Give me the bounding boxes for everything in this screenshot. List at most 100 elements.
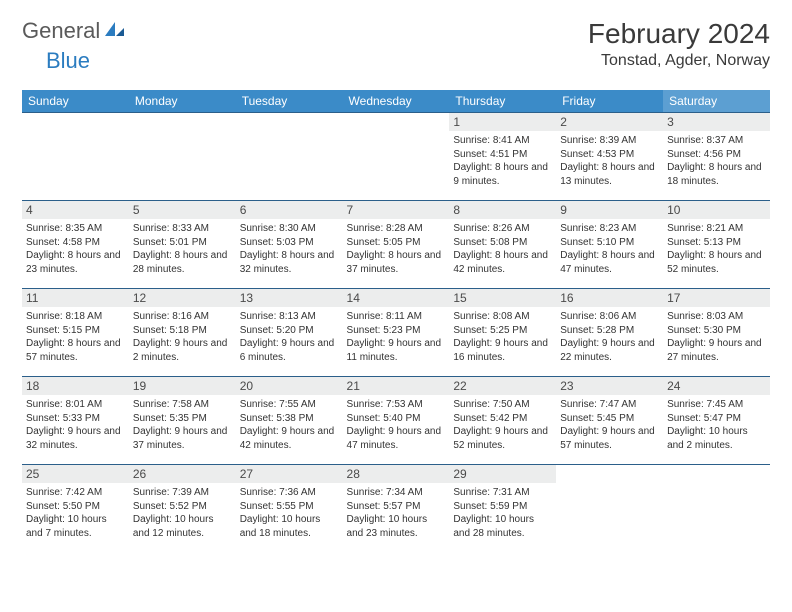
empty-cell [236,113,343,201]
day-cell: 2 Sunrise: 8:39 AMSunset: 4:53 PMDaylight… [556,113,663,201]
day-number: 10 [663,201,770,219]
day-info: Sunrise: 7:50 AMSunset: 5:42 PMDaylight:… [453,398,552,452]
day-header-saturday: Saturday [663,90,770,113]
day-number: 9 [556,201,663,219]
day-cell: 26 Sunrise: 7:39 AMSunset: 5:52 PMDayligh… [129,465,236,553]
day-number: 26 [129,465,236,483]
day-info: Sunrise: 7:58 AMSunset: 5:35 PMDaylight:… [133,398,232,452]
calendar-body: 1Sunrise: 8:41 AMSunset: 4:51 PMDaylight… [22,113,770,553]
title-block: February 2024 Tonstad, Agder, Norway [588,18,770,70]
day-header-tuesday: Tuesday [236,90,343,113]
day-cell: 14 Sunrise: 8:11 AMSunset: 5:23 PMDayligh… [343,289,450,377]
day-number: 16 [556,289,663,307]
day-number: 2 [556,113,663,131]
day-number: 18 [22,377,129,395]
day-cell: 19 Sunrise: 7:58 AMSunset: 5:35 PMDayligh… [129,377,236,465]
day-number: 7 [343,201,450,219]
day-cell: 27 Sunrise: 7:36 AMSunset: 5:55 PMDayligh… [236,465,343,553]
day-info: Sunrise: 8:01 AMSunset: 5:33 PMDaylight:… [26,398,125,452]
day-cell: 4 Sunrise: 8:35 AMSunset: 4:58 PMDaylight… [22,201,129,289]
day-info: Sunrise: 7:31 AMSunset: 5:59 PMDaylight:… [453,486,552,540]
day-number: 15 [449,289,556,307]
day-cell: 7 Sunrise: 8:28 AMSunset: 5:05 PMDaylight… [343,201,450,289]
day-info: Sunrise: 8:11 AMSunset: 5:23 PMDaylight:… [347,310,446,364]
logo-sail-icon [103,20,125,43]
day-info: Sunrise: 8:39 AMSunset: 4:53 PMDaylight:… [560,134,659,188]
day-info: Sunrise: 8:35 AMSunset: 4:58 PMDaylight:… [26,222,125,276]
day-header-row: SundayMondayTuesdayWednesdayThursdayFrid… [22,90,770,113]
day-number: 19 [129,377,236,395]
day-info: Sunrise: 8:37 AMSunset: 4:56 PMDaylight:… [667,134,766,188]
day-cell: 18 Sunrise: 8:01 AMSunset: 5:33 PMDayligh… [22,377,129,465]
day-cell: 24 Sunrise: 7:45 AMSunset: 5:47 PMDayligh… [663,377,770,465]
day-header-thursday: Thursday [449,90,556,113]
location-text: Tonstad, Agder, Norway [588,52,770,70]
day-header-friday: Friday [556,90,663,113]
day-cell: 9 Sunrise: 8:23 AMSunset: 5:10 PMDaylight… [556,201,663,289]
day-info: Sunrise: 8:06 AMSunset: 5:28 PMDaylight:… [560,310,659,364]
day-number: 11 [22,289,129,307]
day-number: 1 [449,113,556,131]
day-info: Sunrise: 8:26 AMSunset: 5:08 PMDaylight:… [453,222,552,276]
day-cell: 28 Sunrise: 7:34 AMSunset: 5:57 PMDayligh… [343,465,450,553]
day-info: Sunrise: 7:36 AMSunset: 5:55 PMDaylight:… [240,486,339,540]
day-info: Sunrise: 7:45 AMSunset: 5:47 PMDaylight:… [667,398,766,452]
calendar-row: 25Sunrise: 7:42 AMSunset: 5:50 PMDayligh… [22,465,770,553]
calendar-row: 4 Sunrise: 8:35 AMSunset: 4:58 PMDaylight… [22,201,770,289]
calendar-row: 11 Sunrise: 8:18 AMSunset: 5:15 PMDayligh… [22,289,770,377]
day-info: Sunrise: 7:47 AMSunset: 5:45 PMDaylight:… [560,398,659,452]
day-cell: 15 Sunrise: 8:08 AMSunset: 5:25 PMDayligh… [449,289,556,377]
day-info: Sunrise: 8:16 AMSunset: 5:18 PMDaylight:… [133,310,232,364]
day-cell: 6 Sunrise: 8:30 AMSunset: 5:03 PMDaylight… [236,201,343,289]
day-number: 27 [236,465,343,483]
day-cell: 20 Sunrise: 7:55 AMSunset: 5:38 PMDayligh… [236,377,343,465]
day-info: Sunrise: 8:13 AMSunset: 5:20 PMDaylight:… [240,310,339,364]
day-number: 17 [663,289,770,307]
empty-cell [129,113,236,201]
day-info: Sunrise: 8:33 AMSunset: 5:01 PMDaylight:… [133,222,232,276]
day-number: 25 [22,465,129,483]
day-number: 28 [343,465,450,483]
day-cell: 3Sunrise: 8:37 AMSunset: 4:56 PMDaylight… [663,113,770,201]
day-number: 24 [663,377,770,395]
day-number: 4 [22,201,129,219]
day-cell: 21Sunrise: 7:53 AMSunset: 5:40 PMDayligh… [343,377,450,465]
day-info: Sunrise: 7:34 AMSunset: 5:57 PMDaylight:… [347,486,446,540]
day-info: Sunrise: 8:30 AMSunset: 5:03 PMDaylight:… [240,222,339,276]
day-number: 8 [449,201,556,219]
logo: General [22,18,127,44]
day-cell: 10 Sunrise: 8:21 AMSunset: 5:13 PMDayligh… [663,201,770,289]
day-info: Sunrise: 8:03 AMSunset: 5:30 PMDaylight:… [667,310,766,364]
day-cell: 16 Sunrise: 8:06 AMSunset: 5:28 PMDayligh… [556,289,663,377]
day-number: 12 [129,289,236,307]
empty-cell [663,465,770,553]
day-number: 13 [236,289,343,307]
empty-cell [556,465,663,553]
day-info: Sunrise: 8:28 AMSunset: 5:05 PMDaylight:… [347,222,446,276]
day-cell: 11 Sunrise: 8:18 AMSunset: 5:15 PMDayligh… [22,289,129,377]
logo-word1: General [22,18,100,44]
empty-cell [22,113,129,201]
day-number: 20 [236,377,343,395]
day-number: 23 [556,377,663,395]
day-number: 29 [449,465,556,483]
day-info: Sunrise: 8:21 AMSunset: 5:13 PMDaylight:… [667,222,766,276]
day-info: Sunrise: 7:55 AMSunset: 5:38 PMDaylight:… [240,398,339,452]
day-number: 14 [343,289,450,307]
day-number: 5 [129,201,236,219]
day-number: 22 [449,377,556,395]
day-info: Sunrise: 8:23 AMSunset: 5:10 PMDaylight:… [560,222,659,276]
day-info: Sunrise: 8:08 AMSunset: 5:25 PMDaylight:… [453,310,552,364]
day-info: Sunrise: 7:53 AMSunset: 5:40 PMDaylight:… [347,398,446,452]
empty-cell [343,113,450,201]
calendar-row: 1Sunrise: 8:41 AMSunset: 4:51 PMDaylight… [22,113,770,201]
day-cell: 5 Sunrise: 8:33 AMSunset: 5:01 PMDaylight… [129,201,236,289]
day-info: Sunrise: 8:18 AMSunset: 5:15 PMDaylight:… [26,310,125,364]
day-cell: 23 Sunrise: 7:47 AMSunset: 5:45 PMDayligh… [556,377,663,465]
day-cell: 13 Sunrise: 8:13 AMSunset: 5:20 PMDayligh… [236,289,343,377]
day-number: 6 [236,201,343,219]
month-title: February 2024 [588,18,770,50]
day-info: Sunrise: 7:39 AMSunset: 5:52 PMDaylight:… [133,486,232,540]
day-cell: 8 Sunrise: 8:26 AMSunset: 5:08 PMDaylight… [449,201,556,289]
day-cell: 12 Sunrise: 8:16 AMSunset: 5:18 PMDayligh… [129,289,236,377]
